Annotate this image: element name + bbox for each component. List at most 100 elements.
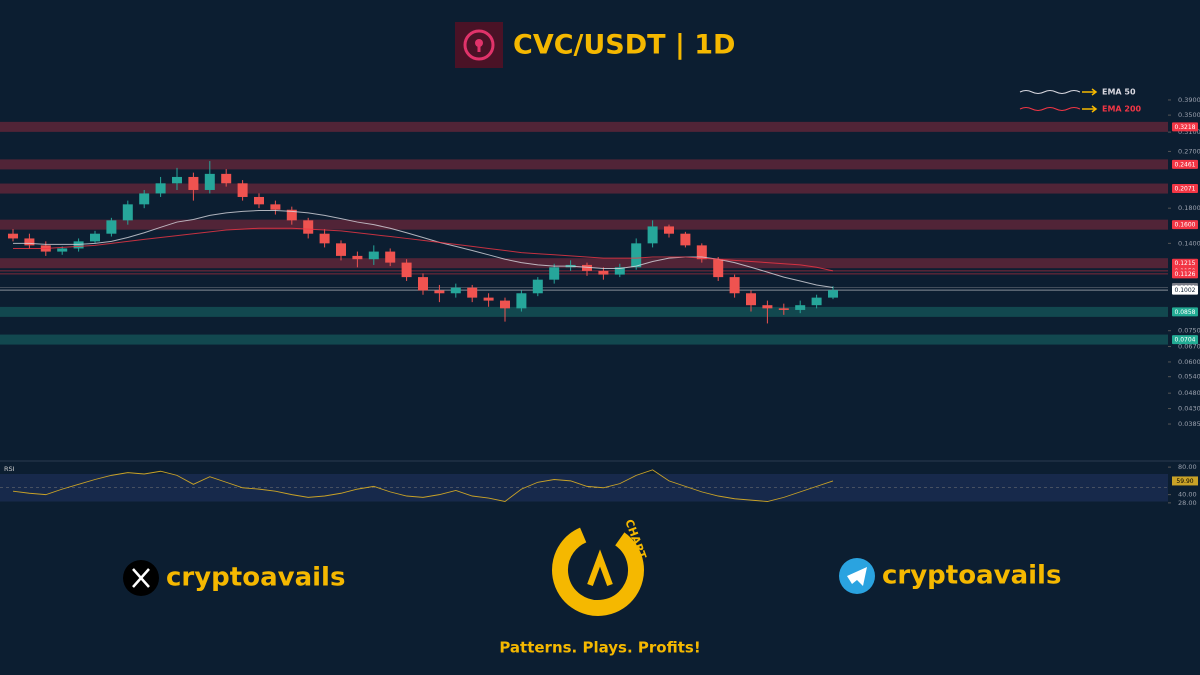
candle-body: [434, 290, 445, 294]
level-badge: [1172, 159, 1198, 169]
candle-body: [204, 173, 215, 190]
y-tick-label: 0.0540: [1178, 373, 1200, 381]
legend-arrow: [1082, 105, 1098, 113]
y-tick-label: 0.3900: [1178, 96, 1200, 104]
candle-body: [582, 264, 592, 271]
candle-body: [811, 297, 822, 306]
candle-body: [188, 176, 199, 190]
level-badge: [1172, 258, 1198, 268]
level-zone: [0, 159, 1168, 170]
level-badge: [1172, 122, 1198, 132]
level-label: 0.1126: [1175, 271, 1196, 278]
x-icon: [123, 560, 159, 596]
level-label: 0.1002: [1175, 287, 1196, 294]
level-label: 0.2071: [1175, 186, 1196, 193]
y-tick-label: 80.00: [1178, 463, 1197, 471]
level-zone: [0, 183, 1168, 194]
candle-body: [532, 279, 543, 294]
level-zone: [0, 306, 1168, 317]
legend-label: EMA 50: [1102, 88, 1136, 97]
level-badge: [1172, 269, 1198, 279]
level-zone: [0, 258, 1168, 269]
candle-body: [286, 209, 297, 221]
candle-body: [172, 176, 182, 184]
candle-body: [598, 270, 609, 275]
candle-body: [500, 300, 510, 309]
level-badge: [1172, 184, 1198, 194]
header-logo: [455, 22, 503, 68]
candle-body: [483, 297, 494, 301]
y-tick-label: 0.0750: [1178, 327, 1200, 335]
candle-body: [828, 290, 838, 298]
candle-body: [664, 226, 674, 234]
chart-title: CVC/USDT | 1D: [513, 30, 735, 61]
price-pane: 0.3900 0.3500 0.3100 0.2700 0.1800 0.1400 0.07…: [0, 96, 1200, 428]
rsi-line: [12, 469, 834, 502]
candle-body: [713, 259, 724, 278]
candle-body: [57, 248, 68, 252]
legend-swatch: [1019, 107, 1081, 111]
y-tick-label: 0.0430: [1178, 405, 1200, 413]
level-label: 0.1600: [1175, 222, 1196, 229]
candle-body: [696, 245, 707, 260]
value-badge: [1172, 476, 1198, 486]
candle-body: [368, 251, 379, 260]
candle-body: [729, 277, 740, 294]
y-tick-label: 0.0670: [1178, 342, 1200, 350]
telegram-handle: cryptoavails: [882, 561, 1061, 591]
level-label: 0.2461: [1175, 161, 1196, 168]
y-tick-label: 0.2700: [1178, 147, 1200, 155]
level-label: 0.0704: [1175, 337, 1196, 344]
level-zone: [0, 121, 1168, 132]
candle-body: [516, 293, 527, 309]
y-tick-label: 28.00: [1178, 499, 1197, 507]
candle-body: [90, 233, 100, 242]
brand-logo: [552, 524, 644, 616]
candle-body: [106, 220, 117, 234]
legend-swatch: [1019, 90, 1081, 94]
y-tick-label: 0.0385: [1178, 420, 1200, 428]
y-tick-label: 0.3500: [1178, 111, 1200, 119]
y-tick-label: 0.1800: [1178, 204, 1200, 212]
ema-line: [13, 210, 834, 289]
level-label: 0.3218: [1175, 124, 1196, 131]
y-tick-label: 0.3100: [1178, 128, 1200, 136]
candle-body: [631, 243, 642, 268]
candle-body: [254, 196, 264, 205]
telegram-icon: [839, 558, 875, 594]
candle-body: [795, 305, 806, 310]
candle-body: [614, 267, 625, 275]
value-label: 59.90: [1176, 478, 1193, 485]
candle-body: [270, 204, 281, 210]
candle-body: [385, 251, 396, 263]
candle-body: [336, 243, 346, 256]
legend-label: EMA 200: [1102, 105, 1142, 114]
candle-body: [450, 287, 461, 294]
level-zone: [0, 219, 1168, 230]
level-badge: [1172, 285, 1198, 295]
candle-body: [73, 241, 84, 249]
level-badge: [1172, 307, 1198, 317]
legend-arrow: [1082, 88, 1098, 96]
candle-body: [155, 183, 166, 194]
candle-body: [319, 233, 330, 244]
candle-body: [401, 262, 412, 278]
y-tick-label: 40.00: [1178, 491, 1197, 499]
candle-body: [467, 287, 478, 298]
level-zone: [0, 334, 1168, 345]
candle-body: [237, 183, 248, 197]
candle-body: [24, 238, 35, 246]
candle-body: [680, 233, 691, 246]
ema-line: [13, 227, 834, 272]
candle-body: [418, 277, 428, 291]
y-tick-label: 0.0480: [1178, 389, 1200, 397]
candle-body: [352, 255, 363, 260]
candle-body: [647, 226, 658, 244]
candle-body: [221, 173, 232, 184]
candle-body: [8, 233, 18, 239]
candle-body: [549, 267, 560, 280]
legend: EMA 50 EMA 200: [1019, 88, 1142, 114]
rsi-title: RSI: [4, 465, 15, 473]
candle-body: [778, 308, 789, 310]
